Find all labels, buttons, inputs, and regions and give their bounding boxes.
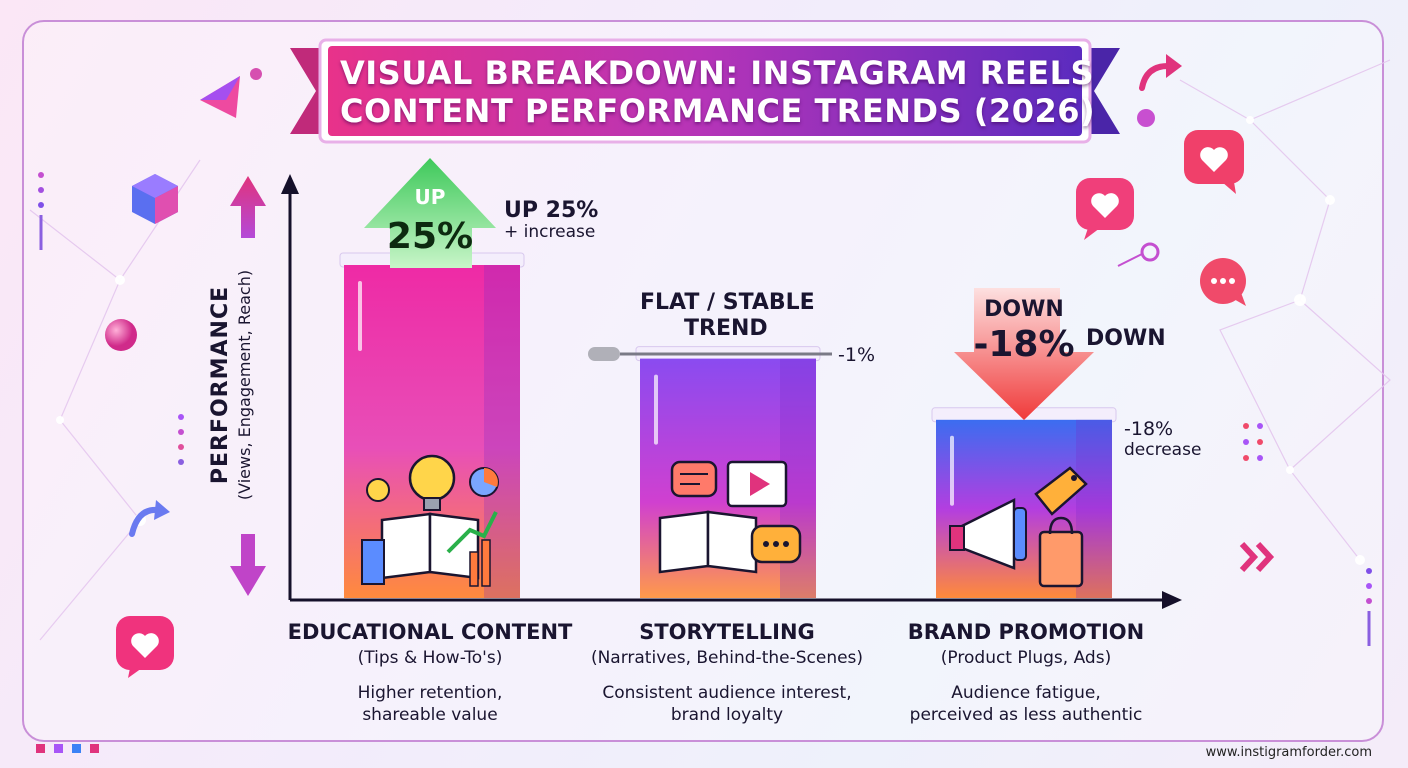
page-title: VISUAL BREAKDOWN: INSTAGRAM REELS CONTEN… [340,54,1096,130]
title-banner [290,38,1120,144]
heart-notification-icon [1184,130,1244,194]
y-axis-arrowhead [281,174,299,194]
category-name: STORYTELLING [639,620,815,644]
flat-side-value: -1% [838,344,875,366]
category-subtitle: (Product Plugs, Ads) [940,648,1112,668]
dots-icon [38,172,44,250]
bar-shine [358,281,362,351]
category-subtitle: (Narratives, Behind-the-Scenes) [590,648,864,668]
x-axis-arrowhead [1162,591,1182,609]
dots-right-icon [1243,423,1263,461]
pin-icon [1117,242,1160,267]
megaphone-icon [949,497,1027,570]
up-side-label: UP 25% [504,198,599,223]
open-book-icon [658,510,758,574]
category-educational: EDUCATIONAL CONTENT (Tips & How-To's) Hi… [270,620,590,726]
footer-url: www.instigramforder.com [1205,745,1372,760]
lightbulb-icon [366,454,456,511]
curved-arrow-icon [129,500,170,537]
pie-chart-icon [469,467,499,497]
up-arrow-marker [364,158,496,268]
color-squares-icon [36,744,99,753]
chat-bubble-icon [1200,258,1246,306]
small-dot-icon [250,68,262,80]
category-name: EDUCATIONAL CONTENT [287,620,573,644]
triangle-play-icon [200,76,240,118]
price-tag-icon [1034,466,1088,516]
down-arrow-marker [954,288,1094,420]
flat-label: FLAT / STABLE [640,290,815,315]
category-name: BRAND PROMOTION [907,620,1145,644]
bar-shine [654,374,658,445]
cube-icon [132,174,178,224]
down-side-value: -18% [1124,418,1174,440]
chat-bubble-icon [670,460,718,498]
dots-right-bottom-icon [1366,568,1372,646]
up-arrow-label: UP [415,185,446,209]
fast-forward-icon [1239,541,1275,573]
growth-chart-icon [446,511,498,587]
flat-label-line2: TREND [684,316,768,341]
down-arrow-label: DOWN [984,297,1064,322]
up-down-arrows-icon [230,176,266,596]
video-play-icon [726,460,788,508]
share-arrow-icon [1139,54,1182,91]
heart-notification-icon [116,616,174,678]
up-side-sublabel: + increase [504,222,596,242]
ellipsis-bubble-icon [750,524,802,564]
category-storytelling: STORYTELLING (Narratives, Behind-the-Sce… [567,620,887,726]
small-dot-icon [1137,109,1155,127]
category-brand-promotion: BRAND PROMOTION (Product Plugs, Ads) Aud… [866,620,1186,726]
bar-shine [950,435,954,506]
down-side-sublabel: decrease [1124,440,1202,460]
heart-notification-icon [1076,178,1134,240]
category-description: Higher retention, shareable value [357,683,503,725]
category-description: Audience fatigue, perceived as less auth… [909,683,1143,725]
up-arrow-value: 25% [387,216,473,257]
category-description: Consistent audience interest, brand loya… [602,683,852,725]
category-subtitle: (Tips & How-To's) [357,648,503,668]
flat-trend-slider [588,347,620,361]
orb-icon [105,319,137,351]
down-side-label: DOWN [1086,326,1166,351]
shopping-bag-icon [1038,516,1084,588]
down-arrow-value: -18% [973,324,1074,365]
dots-left-bottom-icon [178,414,184,465]
